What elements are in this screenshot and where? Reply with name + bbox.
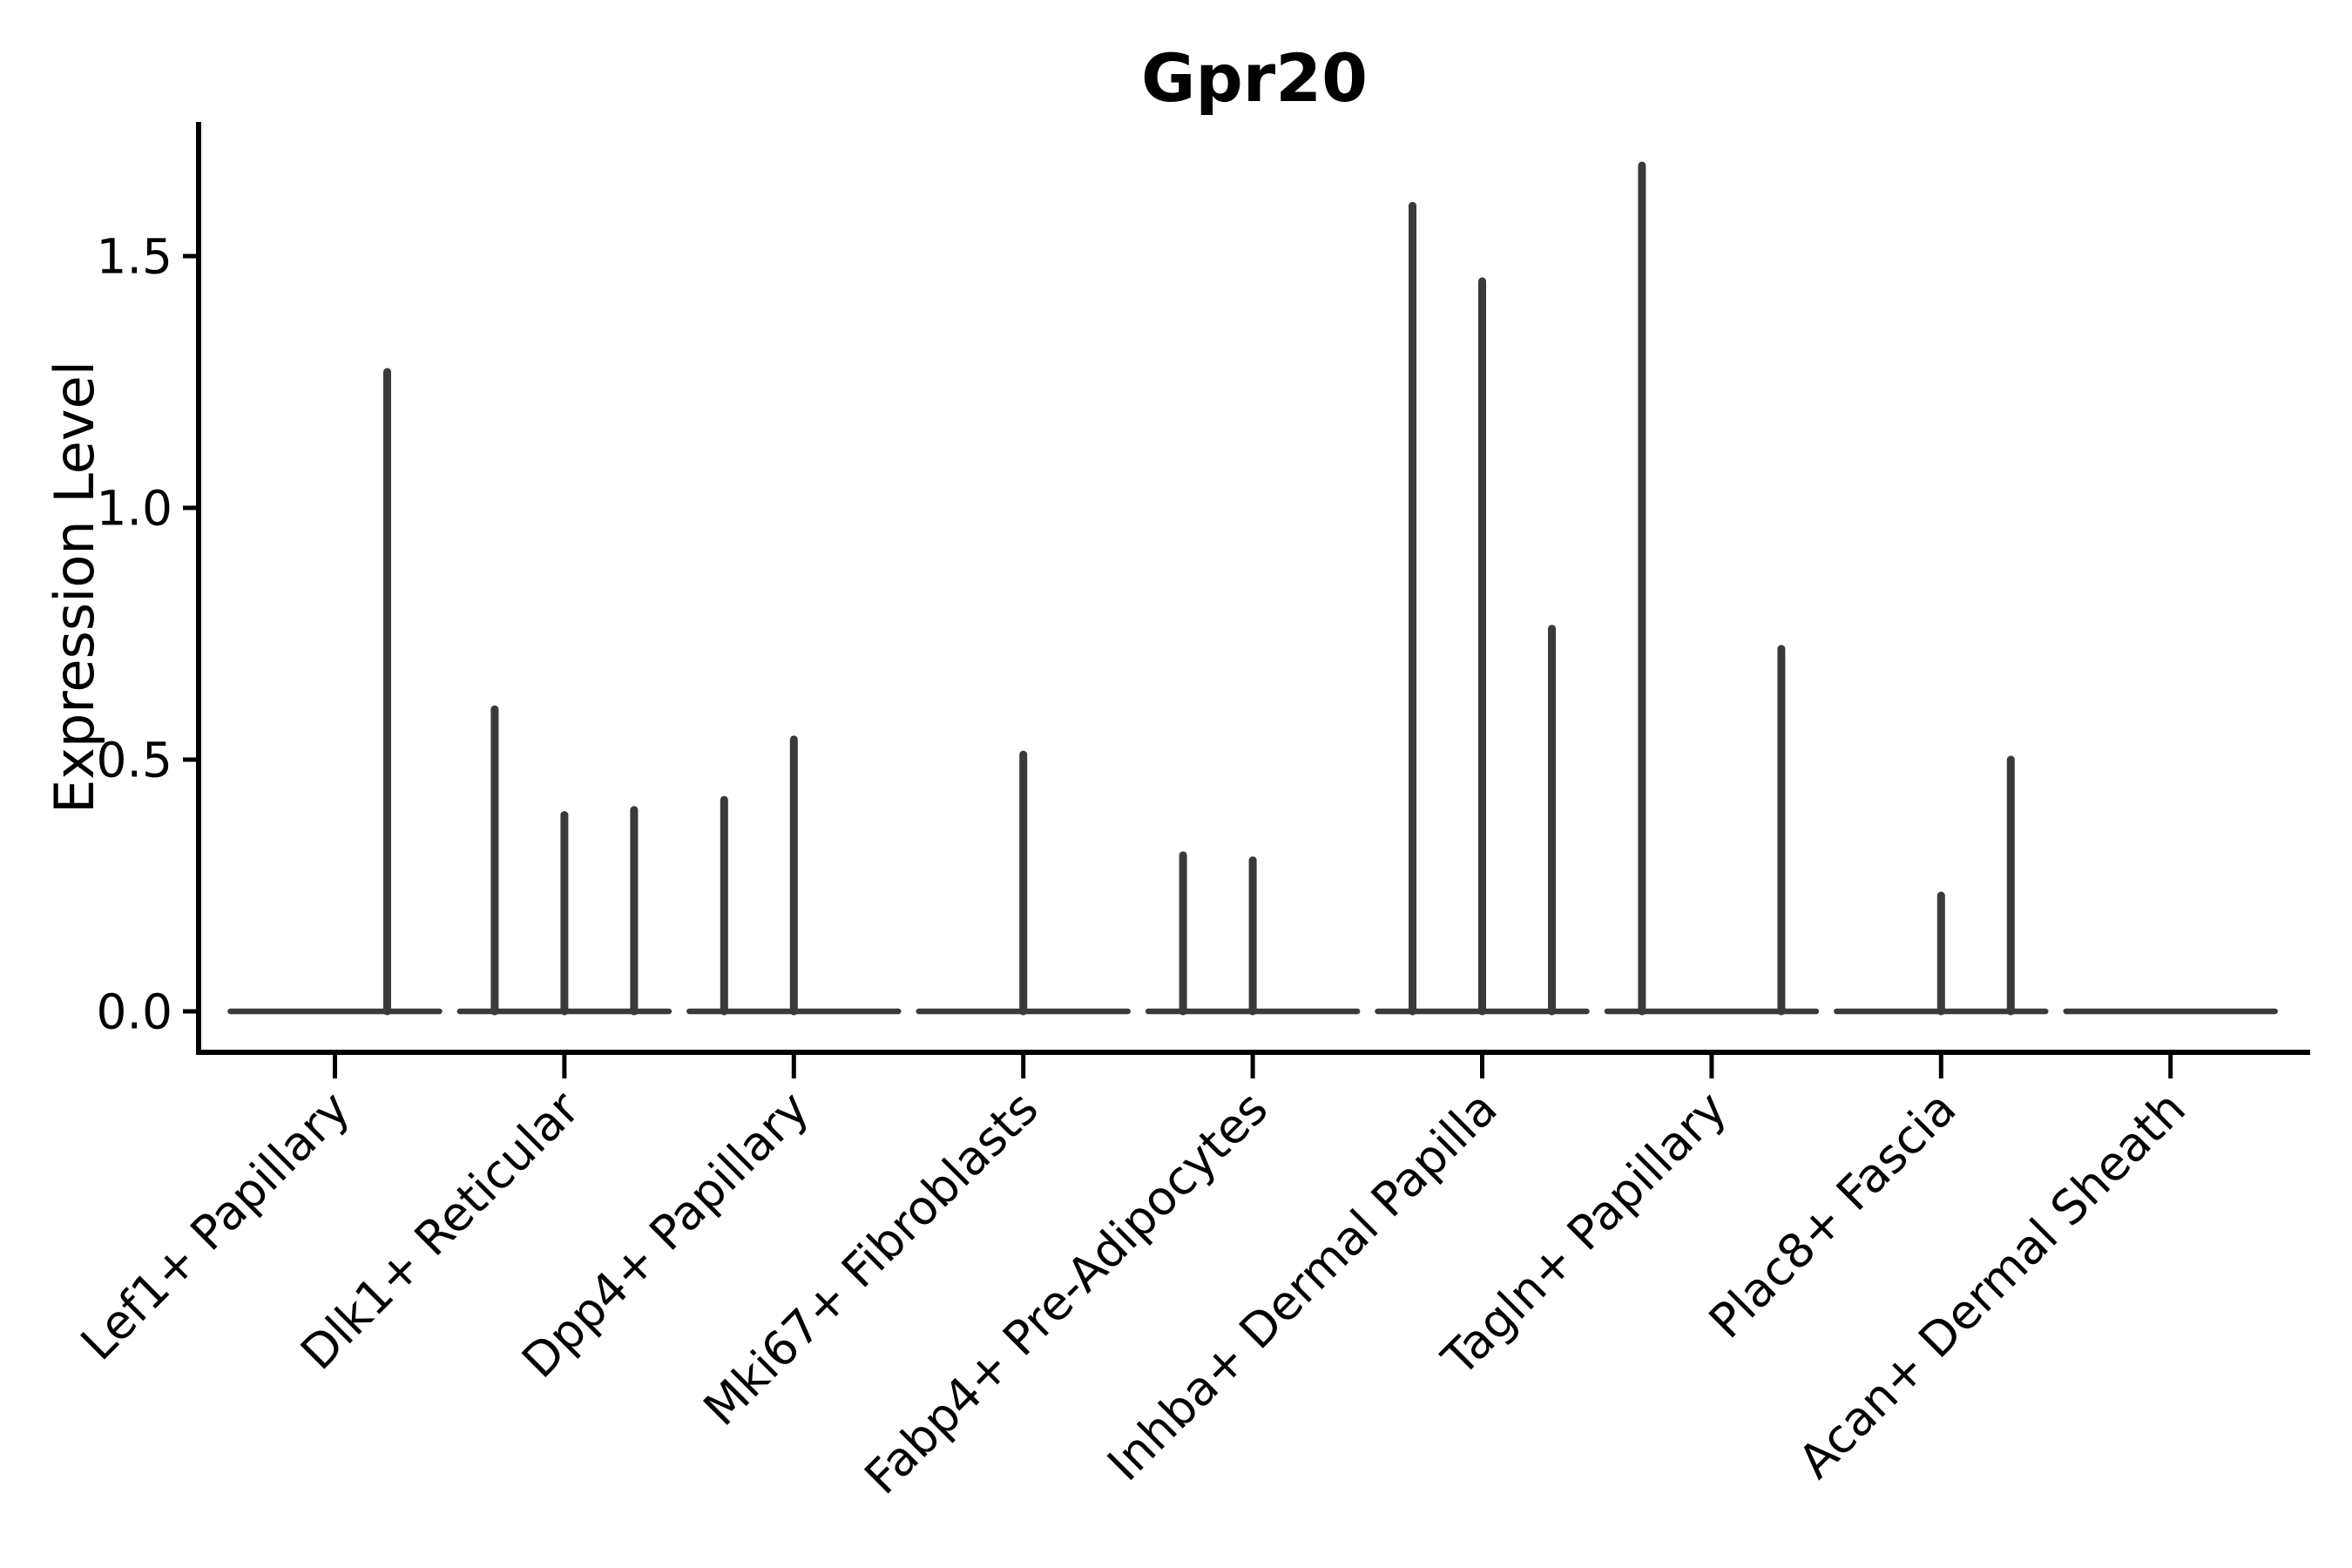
x-tick-label: Acan+ Dermal Sheath <box>1788 1081 2195 1489</box>
x-tick-label: Inhba+ Dermal Papilla <box>1097 1081 1507 1491</box>
y-tick-label: 0.5 <box>97 732 172 787</box>
y-tick-label: 1.5 <box>97 228 172 284</box>
x-tick-label: Plac8+ Fascia <box>1699 1081 1967 1349</box>
x-tick-label: Fabp4+ Pre-Adipocytes <box>854 1081 1278 1505</box>
chart-title: Gpr20 <box>1140 39 1369 117</box>
y-tick-label: 1.0 <box>97 480 172 536</box>
y-tick-label: 0.0 <box>97 983 172 1039</box>
